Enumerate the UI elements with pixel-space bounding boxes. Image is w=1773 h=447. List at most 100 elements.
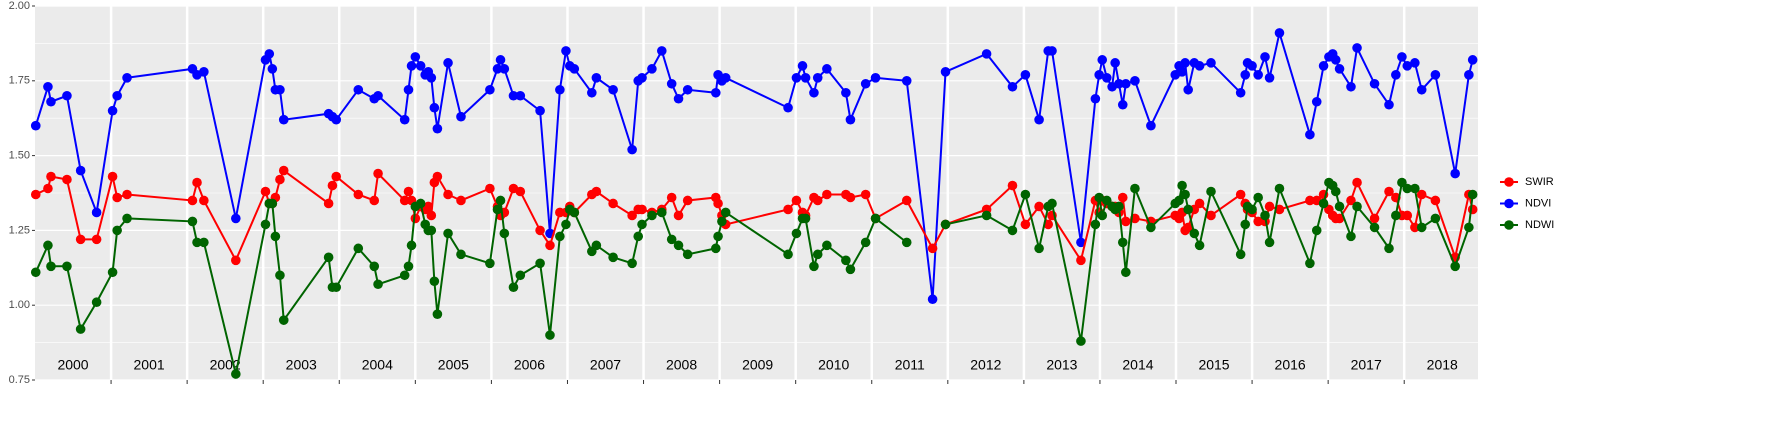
point [1076,255,1086,266]
point [75,324,86,334]
point [30,267,41,278]
point [1430,70,1441,80]
point [647,64,657,74]
point [426,73,437,83]
point [432,309,443,319]
point [260,186,271,197]
point [1253,192,1263,203]
point [495,195,506,206]
point [1464,70,1474,80]
point [62,261,72,272]
point [432,171,443,182]
point [112,192,122,203]
point [673,93,684,104]
x-tick-label: 2008 [666,357,697,373]
x-tick-label: 2012 [970,357,1001,373]
point [1130,76,1140,86]
point [1330,186,1341,197]
point [1007,81,1018,92]
point [275,84,285,95]
point [901,195,912,206]
point [1391,210,1401,221]
point [353,243,364,254]
point [231,369,241,379]
point [492,204,503,215]
point [43,240,53,251]
point [822,64,832,74]
point [1020,70,1031,80]
point [1117,99,1128,110]
point [940,219,951,230]
point [1402,61,1413,71]
point [860,189,871,200]
point [46,261,56,272]
point [711,243,721,254]
point [331,114,342,125]
series-line [34,200,908,375]
point [415,198,426,209]
point [122,213,132,224]
point [403,261,414,272]
point [587,87,597,98]
point [353,189,364,200]
point [1253,70,1263,80]
point [399,114,410,125]
point [406,61,417,71]
point [713,198,723,209]
point [1352,43,1362,53]
point [845,192,856,203]
point [1020,219,1031,230]
point [275,174,285,185]
point [1352,177,1362,188]
point [1416,84,1427,95]
point [91,297,102,308]
x-tick-label: 2004 [362,357,393,373]
x-tick-label: 2010 [818,357,849,373]
point [1346,195,1356,206]
point [1206,58,1216,68]
point [822,189,832,200]
x-tick-label: 2011 [895,357,925,373]
point [1334,64,1345,74]
point [456,195,466,206]
point [608,198,618,209]
point [1240,70,1251,80]
point [456,249,466,260]
legend-label: SWIR [1525,176,1554,188]
point [569,207,580,218]
point [331,282,342,293]
point [860,237,871,248]
point [1397,52,1407,62]
point [410,52,421,62]
point [1369,213,1380,224]
point [812,249,823,260]
point [443,58,453,68]
legend-label: NDWI [1525,219,1554,231]
point [682,249,693,260]
point [1334,201,1345,212]
point [845,114,856,125]
point [1464,222,1474,233]
point [1450,168,1460,179]
point [112,225,122,236]
point [1305,129,1315,140]
point [647,210,657,221]
point [720,73,731,83]
point [555,84,565,95]
point [1034,201,1044,212]
point [1146,120,1156,131]
point [515,270,526,281]
point [1101,73,1112,83]
point [406,240,417,251]
point [791,195,802,206]
point [43,81,53,92]
point [1318,61,1329,71]
point [1194,240,1205,251]
point [495,55,506,65]
point [1402,210,1413,221]
point [327,180,338,191]
point [1076,237,1086,248]
point [1410,183,1420,194]
point [369,261,380,272]
point [107,171,118,182]
